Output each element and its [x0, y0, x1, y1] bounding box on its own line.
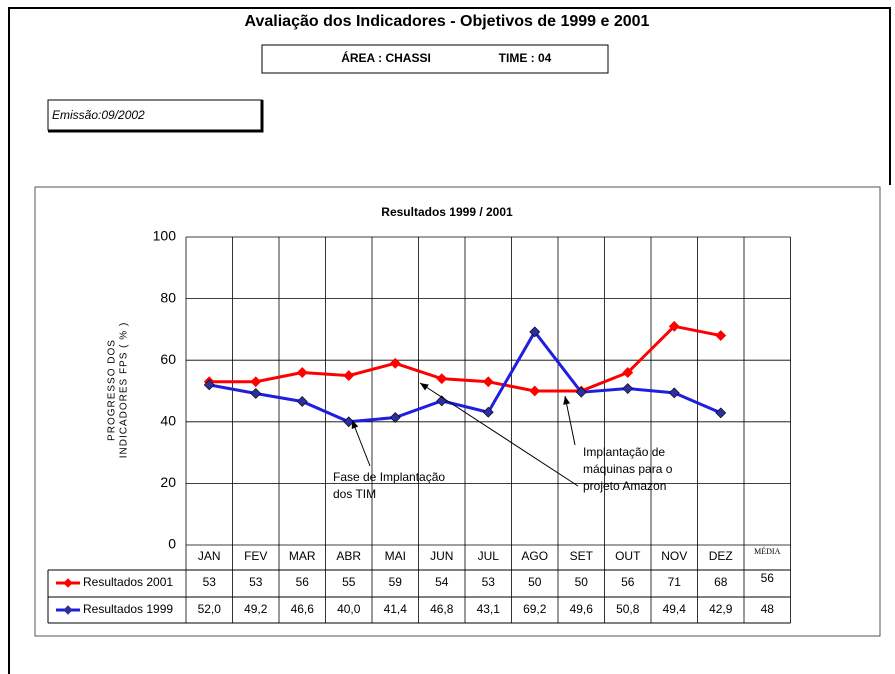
x-tick-label: DEZ	[709, 549, 733, 563]
page-title: Avaliação dos Indicadores - Objetivos de…	[245, 13, 650, 30]
point-marker	[715, 330, 727, 341]
legend-label: Resultados 1999	[83, 602, 173, 616]
table-value: 53	[249, 575, 263, 589]
legend-marker	[63, 578, 73, 588]
table-value: 49,6	[570, 602, 594, 616]
page-frame	[8, 7, 891, 674]
area-box	[261, 44, 609, 74]
table-value: 49,4	[663, 602, 687, 616]
y-tick-label: 80	[160, 289, 176, 305]
point-marker	[296, 367, 308, 378]
y-axis-label: PROGRESSO DOS	[107, 339, 118, 441]
point-marker	[250, 388, 262, 399]
arrow-head	[420, 383, 429, 391]
point-marker	[296, 396, 308, 407]
table-value: 55	[342, 575, 356, 589]
legend-label: Resultados 2001	[83, 575, 173, 589]
x-tick-label: FEV	[244, 549, 267, 563]
point-marker	[529, 385, 541, 397]
y-tick-label: 100	[153, 228, 177, 244]
table-value: 59	[389, 575, 403, 589]
table-average: 48	[761, 602, 775, 616]
table-value: 50	[575, 575, 589, 589]
annotation: máquinas para o	[583, 462, 673, 476]
point-marker	[622, 367, 634, 378]
table-value: 53	[482, 575, 496, 589]
chart-frame	[34, 186, 881, 637]
table-value: 68	[714, 575, 728, 589]
point-marker	[343, 370, 355, 382]
series-line	[209, 324, 722, 393]
table-value: 69,2	[523, 602, 547, 616]
average-header: MÉDIA	[754, 546, 780, 556]
x-tick-label: JAN	[198, 549, 221, 563]
x-tick-label: MAI	[385, 549, 406, 563]
point-marker	[668, 387, 680, 399]
area-label: ÁREA : CHASSI	[341, 50, 431, 65]
y-tick-label: 40	[160, 413, 176, 429]
x-tick-label: ABR	[336, 549, 361, 563]
point-marker	[389, 357, 401, 369]
point-marker	[668, 320, 680, 332]
y-tick-label: 0	[168, 536, 176, 552]
table-value: 56	[621, 575, 635, 589]
table-value: 40,0	[337, 602, 361, 616]
point-marker	[436, 373, 448, 385]
table-value: 46,6	[291, 602, 315, 616]
annotation-arrow	[419, 382, 579, 487]
point-marker	[250, 376, 262, 388]
issue-label: Emissão:09/2002	[52, 108, 145, 122]
annotation-arrow	[564, 395, 576, 446]
table-value: 43,1	[477, 602, 501, 616]
annotation: projeto Amazon	[583, 479, 666, 493]
point-marker	[529, 326, 541, 338]
chart-title: Resultados 1999 / 2001	[381, 205, 513, 219]
x-tick-label: AGO	[521, 549, 548, 563]
x-tick-label: OUT	[615, 549, 641, 563]
y-tick-label: 20	[160, 474, 176, 490]
table-value: 41,4	[384, 602, 408, 616]
point-marker	[622, 383, 634, 394]
annotation: Implantação de	[583, 445, 665, 459]
table-value: 54	[435, 575, 449, 589]
table-average: 56	[761, 571, 775, 585]
table-value: 56	[296, 575, 310, 589]
table-value: 71	[668, 575, 682, 589]
x-tick-label: NOV	[661, 549, 687, 563]
y-axis-label: INDICADORES FPS ( % )	[119, 322, 130, 459]
table-value: 50	[528, 575, 542, 589]
point-marker	[715, 407, 727, 419]
y-tick-label: 60	[160, 351, 176, 367]
issue-box-shadow	[48, 100, 264, 133]
series-line	[208, 329, 722, 424]
table-value: 42,9	[709, 602, 733, 616]
arrow-head	[351, 420, 359, 429]
point-marker	[575, 386, 587, 398]
x-tick-label: MAR	[289, 549, 316, 563]
x-tick-label: SET	[570, 549, 594, 563]
annotation: Fase de Implantação	[333, 470, 445, 484]
legend-marker	[63, 605, 73, 615]
x-tick-label: JUN	[430, 549, 453, 563]
point-marker	[389, 412, 401, 423]
point-marker	[482, 376, 494, 388]
x-tick-label: JUL	[478, 549, 500, 563]
annotation: dos TIM	[333, 487, 376, 501]
table-value: 52,0	[198, 602, 222, 616]
point-marker	[203, 379, 215, 391]
point-marker	[482, 406, 494, 418]
table-value: 49,2	[244, 602, 268, 616]
table-value: 50,8	[616, 602, 640, 616]
team-label: TIME : 04	[499, 51, 552, 65]
table-value: 46,8	[430, 602, 454, 616]
table-value: 53	[203, 575, 217, 589]
arrow-head	[563, 396, 571, 405]
